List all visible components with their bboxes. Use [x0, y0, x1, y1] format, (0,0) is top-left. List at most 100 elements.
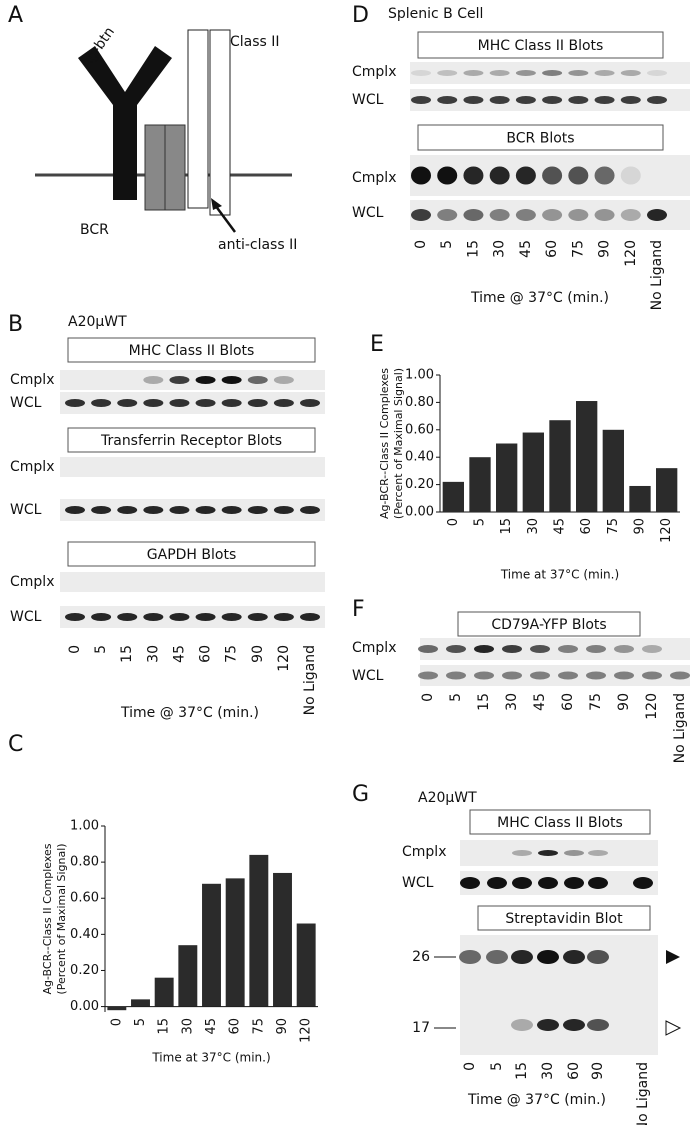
blot-title-box: [469, 809, 651, 835]
bar: [576, 401, 598, 512]
band: [65, 613, 85, 621]
band: [515, 70, 536, 76]
band: [273, 399, 294, 407]
lane-label: 30: [504, 693, 520, 711]
cell-label: A20μWT: [68, 314, 127, 330]
blot-title-box: [417, 31, 664, 59]
blot-title: BCR Blots: [506, 131, 574, 147]
diagram-label: anti-class II: [218, 237, 297, 253]
band: [594, 166, 615, 185]
band: [502, 671, 522, 680]
y-tick-label: 1.00: [70, 819, 99, 834]
band: [633, 877, 653, 889]
band: [460, 877, 480, 889]
row-label: WCL: [352, 92, 384, 108]
axis-label: Time @ 37°C (min.): [467, 1092, 606, 1108]
lane-label: 45: [532, 693, 548, 711]
band: [542, 96, 563, 104]
blot-strip: [460, 840, 658, 866]
x-tick-label: 90: [275, 1018, 290, 1035]
ig-beta: [164, 124, 186, 211]
bar: [602, 429, 624, 512]
band: [411, 166, 431, 185]
band: [594, 96, 615, 104]
panel-label: D: [352, 3, 369, 28]
x-tick-label: 5: [473, 518, 488, 526]
band: [195, 399, 216, 407]
y-tick-label: 0.20: [70, 963, 99, 978]
panel-label: B: [8, 312, 23, 337]
blot-title-box: [67, 427, 316, 453]
lane-label: 0: [67, 645, 83, 654]
x-axis-label: Time at 37°C (min.): [500, 568, 619, 582]
bar: [296, 923, 316, 1007]
arrow-head: [211, 198, 222, 210]
band: [474, 645, 494, 653]
bar: [154, 977, 174, 1007]
band: [538, 877, 558, 889]
blot-strip: [420, 638, 690, 660]
lane-label: 75: [224, 645, 240, 663]
band: [511, 1019, 533, 1031]
bar: [249, 854, 269, 1007]
ig-alpha: [144, 124, 166, 211]
band: [587, 950, 609, 964]
row-label: WCL: [402, 875, 434, 891]
band: [169, 376, 190, 384]
bcr-shape: [78, 46, 172, 200]
band: [418, 671, 438, 680]
band: [568, 96, 589, 104]
band: [564, 877, 584, 889]
diagram-label: BCR: [80, 222, 109, 238]
lane-label: 45: [171, 645, 187, 663]
row-label: WCL: [10, 609, 42, 625]
mw-marker: 17: [412, 1020, 430, 1036]
band: [437, 209, 458, 221]
lane-label: 60: [544, 240, 560, 258]
band: [586, 645, 606, 653]
band: [169, 399, 190, 407]
band: [437, 96, 458, 104]
bar: [496, 443, 518, 512]
bar: [442, 481, 464, 512]
blot-title-box: [477, 905, 651, 931]
x-axis-label: Time at 37°C (min.): [151, 1051, 270, 1065]
lane-label: 90: [616, 693, 632, 711]
arrow: [213, 204, 237, 233]
band: [542, 209, 563, 221]
lane-label: No Ligand: [649, 240, 665, 310]
band: [620, 96, 641, 104]
lane-label: 0: [413, 240, 429, 249]
band: [489, 166, 510, 185]
band: [247, 506, 268, 514]
band: [117, 506, 138, 514]
blot-title-box: [67, 337, 316, 363]
band: [117, 613, 138, 621]
x-tick-label: 30: [526, 518, 541, 535]
band: [437, 70, 458, 76]
band: [65, 506, 85, 514]
cell-label: Splenic B Cell: [388, 6, 483, 22]
row-label: Cmplx: [402, 844, 446, 860]
band: [221, 506, 242, 514]
band: [563, 1019, 585, 1031]
blot-strip: [60, 370, 325, 390]
band: [195, 613, 216, 621]
lane-label: 60: [560, 693, 576, 711]
band: [221, 613, 242, 621]
bar: [656, 468, 678, 512]
band: [586, 671, 606, 680]
band: [300, 613, 320, 621]
x-tick-label: 60: [579, 518, 594, 535]
band: [195, 506, 216, 514]
band: [273, 506, 294, 514]
y-tick-label: 0.40: [405, 450, 434, 465]
band: [411, 209, 431, 221]
band: [91, 506, 112, 514]
lane-label: 120: [276, 645, 292, 672]
y-tick-label: 0.00: [405, 505, 434, 520]
band: [247, 399, 268, 407]
band: [221, 399, 242, 407]
row-label: Cmplx: [10, 372, 54, 388]
band: [558, 645, 578, 653]
